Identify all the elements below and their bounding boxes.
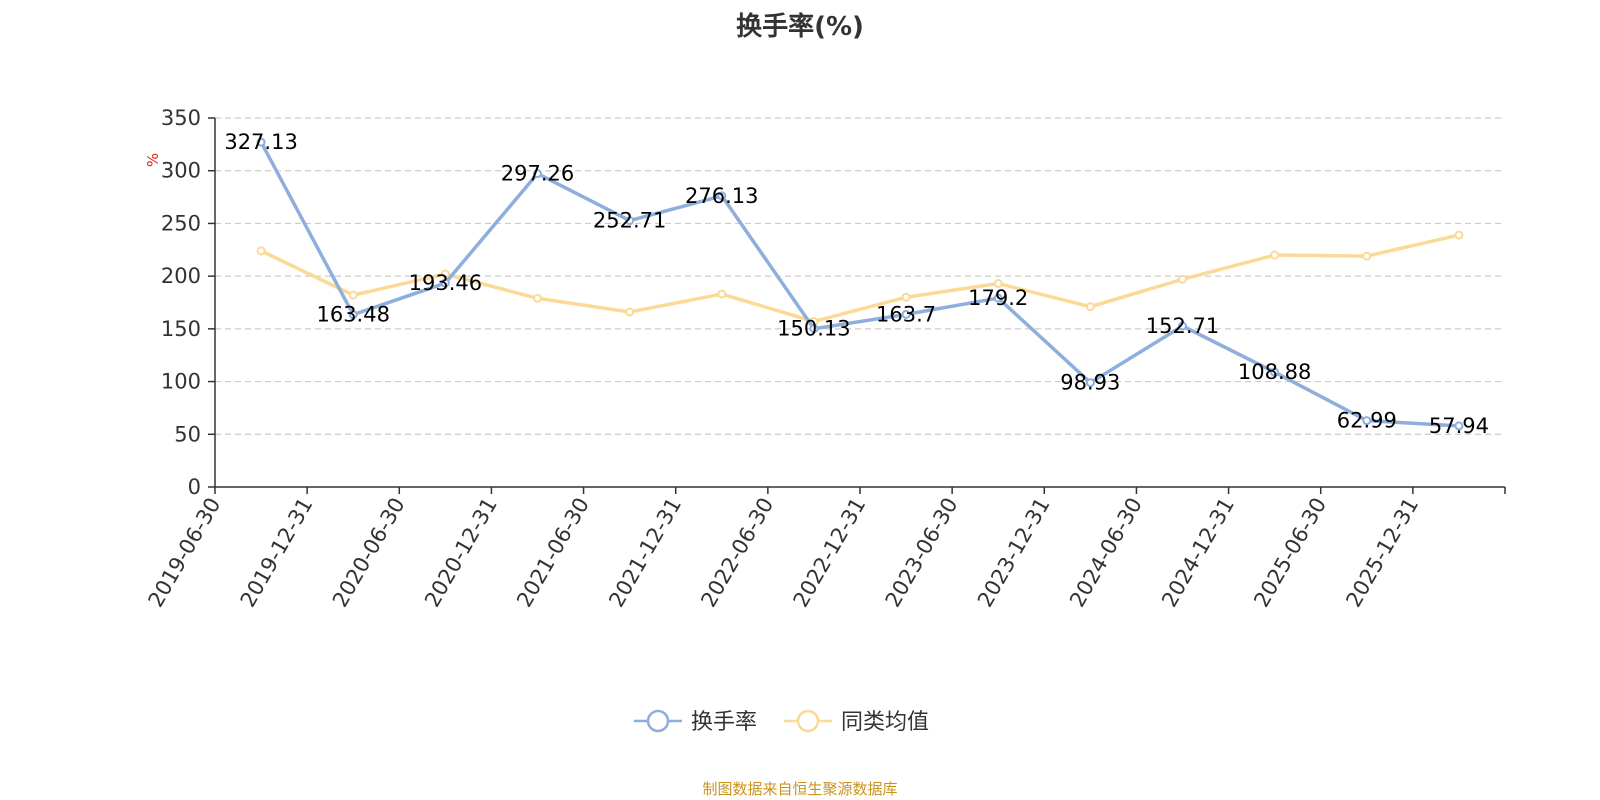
data-point bbox=[1454, 230, 1464, 240]
data-point bbox=[1178, 274, 1187, 284]
data-label: 252.71 bbox=[593, 209, 666, 233]
x-tick-label: 2021-06-30 bbox=[512, 494, 594, 612]
chart-title: 换手率(%) bbox=[736, 12, 864, 42]
y-tick-label: 50 bbox=[174, 422, 201, 446]
data-point bbox=[256, 137, 266, 147]
data-point bbox=[1362, 251, 1372, 261]
x-tick-label: 2023-06-30 bbox=[881, 494, 963, 612]
x-tick-label: 2022-12-31 bbox=[789, 494, 871, 612]
data-point bbox=[1454, 421, 1464, 431]
series-line-peer-average bbox=[260, 233, 1460, 324]
data-label: 179.2 bbox=[968, 286, 1028, 310]
data-label: 57.94 bbox=[1429, 414, 1489, 438]
legend-swatch-marker bbox=[646, 709, 670, 733]
data-point bbox=[1085, 302, 1095, 312]
data-label: 297.26 bbox=[501, 162, 574, 186]
data-label: 327.13 bbox=[224, 130, 297, 154]
data-label: 152.71 bbox=[1146, 314, 1219, 338]
data-point bbox=[1178, 321, 1187, 331]
data-point bbox=[625, 216, 635, 226]
y-tick-label: 0 bbox=[188, 475, 201, 499]
x-tick-label: 2023-12-31 bbox=[973, 494, 1055, 612]
legend: 换手率 同类均值 bbox=[634, 709, 929, 735]
x-tick-label: 2020-12-31 bbox=[420, 494, 502, 612]
x-tick-label: 2025-06-30 bbox=[1249, 494, 1331, 612]
legend-label: 换手率 bbox=[691, 710, 757, 735]
legend-label: 同类均值 bbox=[841, 710, 929, 735]
data-point bbox=[1270, 250, 1280, 260]
x-tick-label: 2024-06-30 bbox=[1065, 494, 1147, 612]
data-point bbox=[533, 169, 542, 179]
axes bbox=[208, 117, 1506, 494]
legend-item: 换手率 bbox=[634, 709, 757, 735]
data-label: 62.99 bbox=[1337, 409, 1397, 433]
x-tick-label: 2019-12-31 bbox=[236, 494, 318, 612]
data-point bbox=[533, 293, 542, 303]
data-point bbox=[625, 307, 635, 317]
x-tick-labels: 2019-06-30 2019-12-31 2020-06-30 2020-12-31… bbox=[144, 494, 1424, 612]
series-lines bbox=[256, 137, 1464, 431]
x-tick-label: 2025-12-31 bbox=[1341, 494, 1423, 612]
x-tick-label: 2024-12-31 bbox=[1157, 494, 1239, 612]
x-tick-label: 2021-12-31 bbox=[604, 494, 686, 612]
x-tick-label: 2020-06-30 bbox=[328, 494, 410, 612]
data-point bbox=[901, 292, 911, 302]
y-axis-label: % bbox=[144, 153, 162, 167]
y-tick-label: 350 bbox=[161, 106, 201, 130]
y-tick-labels: 0 50 100 150 200 250 300 350 bbox=[161, 106, 201, 499]
x-tick-label: 2019-06-30 bbox=[144, 494, 226, 612]
data-labels: 327.13 163.48 193.46 297.26 252.71 276.13 150.… bbox=[224, 130, 1489, 438]
source-note: 制图数据来自恒生聚源数据库 bbox=[702, 780, 898, 798]
y-tick-label: 250 bbox=[161, 211, 201, 235]
data-label: 98.93 bbox=[1060, 371, 1120, 395]
data-point bbox=[717, 289, 727, 299]
y-tick-label: 100 bbox=[161, 370, 201, 394]
data-label: 163.7 bbox=[876, 302, 936, 326]
x-tick-label: 2022-06-30 bbox=[696, 494, 778, 612]
data-point bbox=[256, 246, 266, 256]
data-label: 108.88 bbox=[1238, 360, 1311, 384]
data-point bbox=[348, 310, 358, 320]
y-tick-label: 150 bbox=[161, 317, 201, 341]
legend-swatch-marker bbox=[796, 709, 820, 733]
data-label: 193.46 bbox=[409, 271, 482, 295]
series-line-turnover bbox=[259, 141, 1460, 428]
data-point bbox=[809, 324, 819, 334]
data-label: 163.48 bbox=[316, 303, 389, 327]
data-label: 150.13 bbox=[777, 317, 850, 341]
y-tick-label: 300 bbox=[161, 159, 201, 183]
data-point bbox=[1362, 416, 1372, 426]
data-point bbox=[440, 278, 450, 288]
data-point bbox=[440, 269, 450, 279]
data-point bbox=[901, 309, 911, 319]
data-point bbox=[348, 290, 358, 300]
data-label: 276.13 bbox=[685, 184, 758, 208]
data-point bbox=[993, 279, 1003, 289]
data-point bbox=[1085, 378, 1095, 388]
data-point bbox=[1270, 367, 1280, 377]
legend-item: 同类均值 bbox=[784, 709, 929, 735]
data-point bbox=[993, 293, 1003, 303]
y-tick-label: 200 bbox=[161, 264, 201, 288]
data-point bbox=[717, 191, 727, 201]
